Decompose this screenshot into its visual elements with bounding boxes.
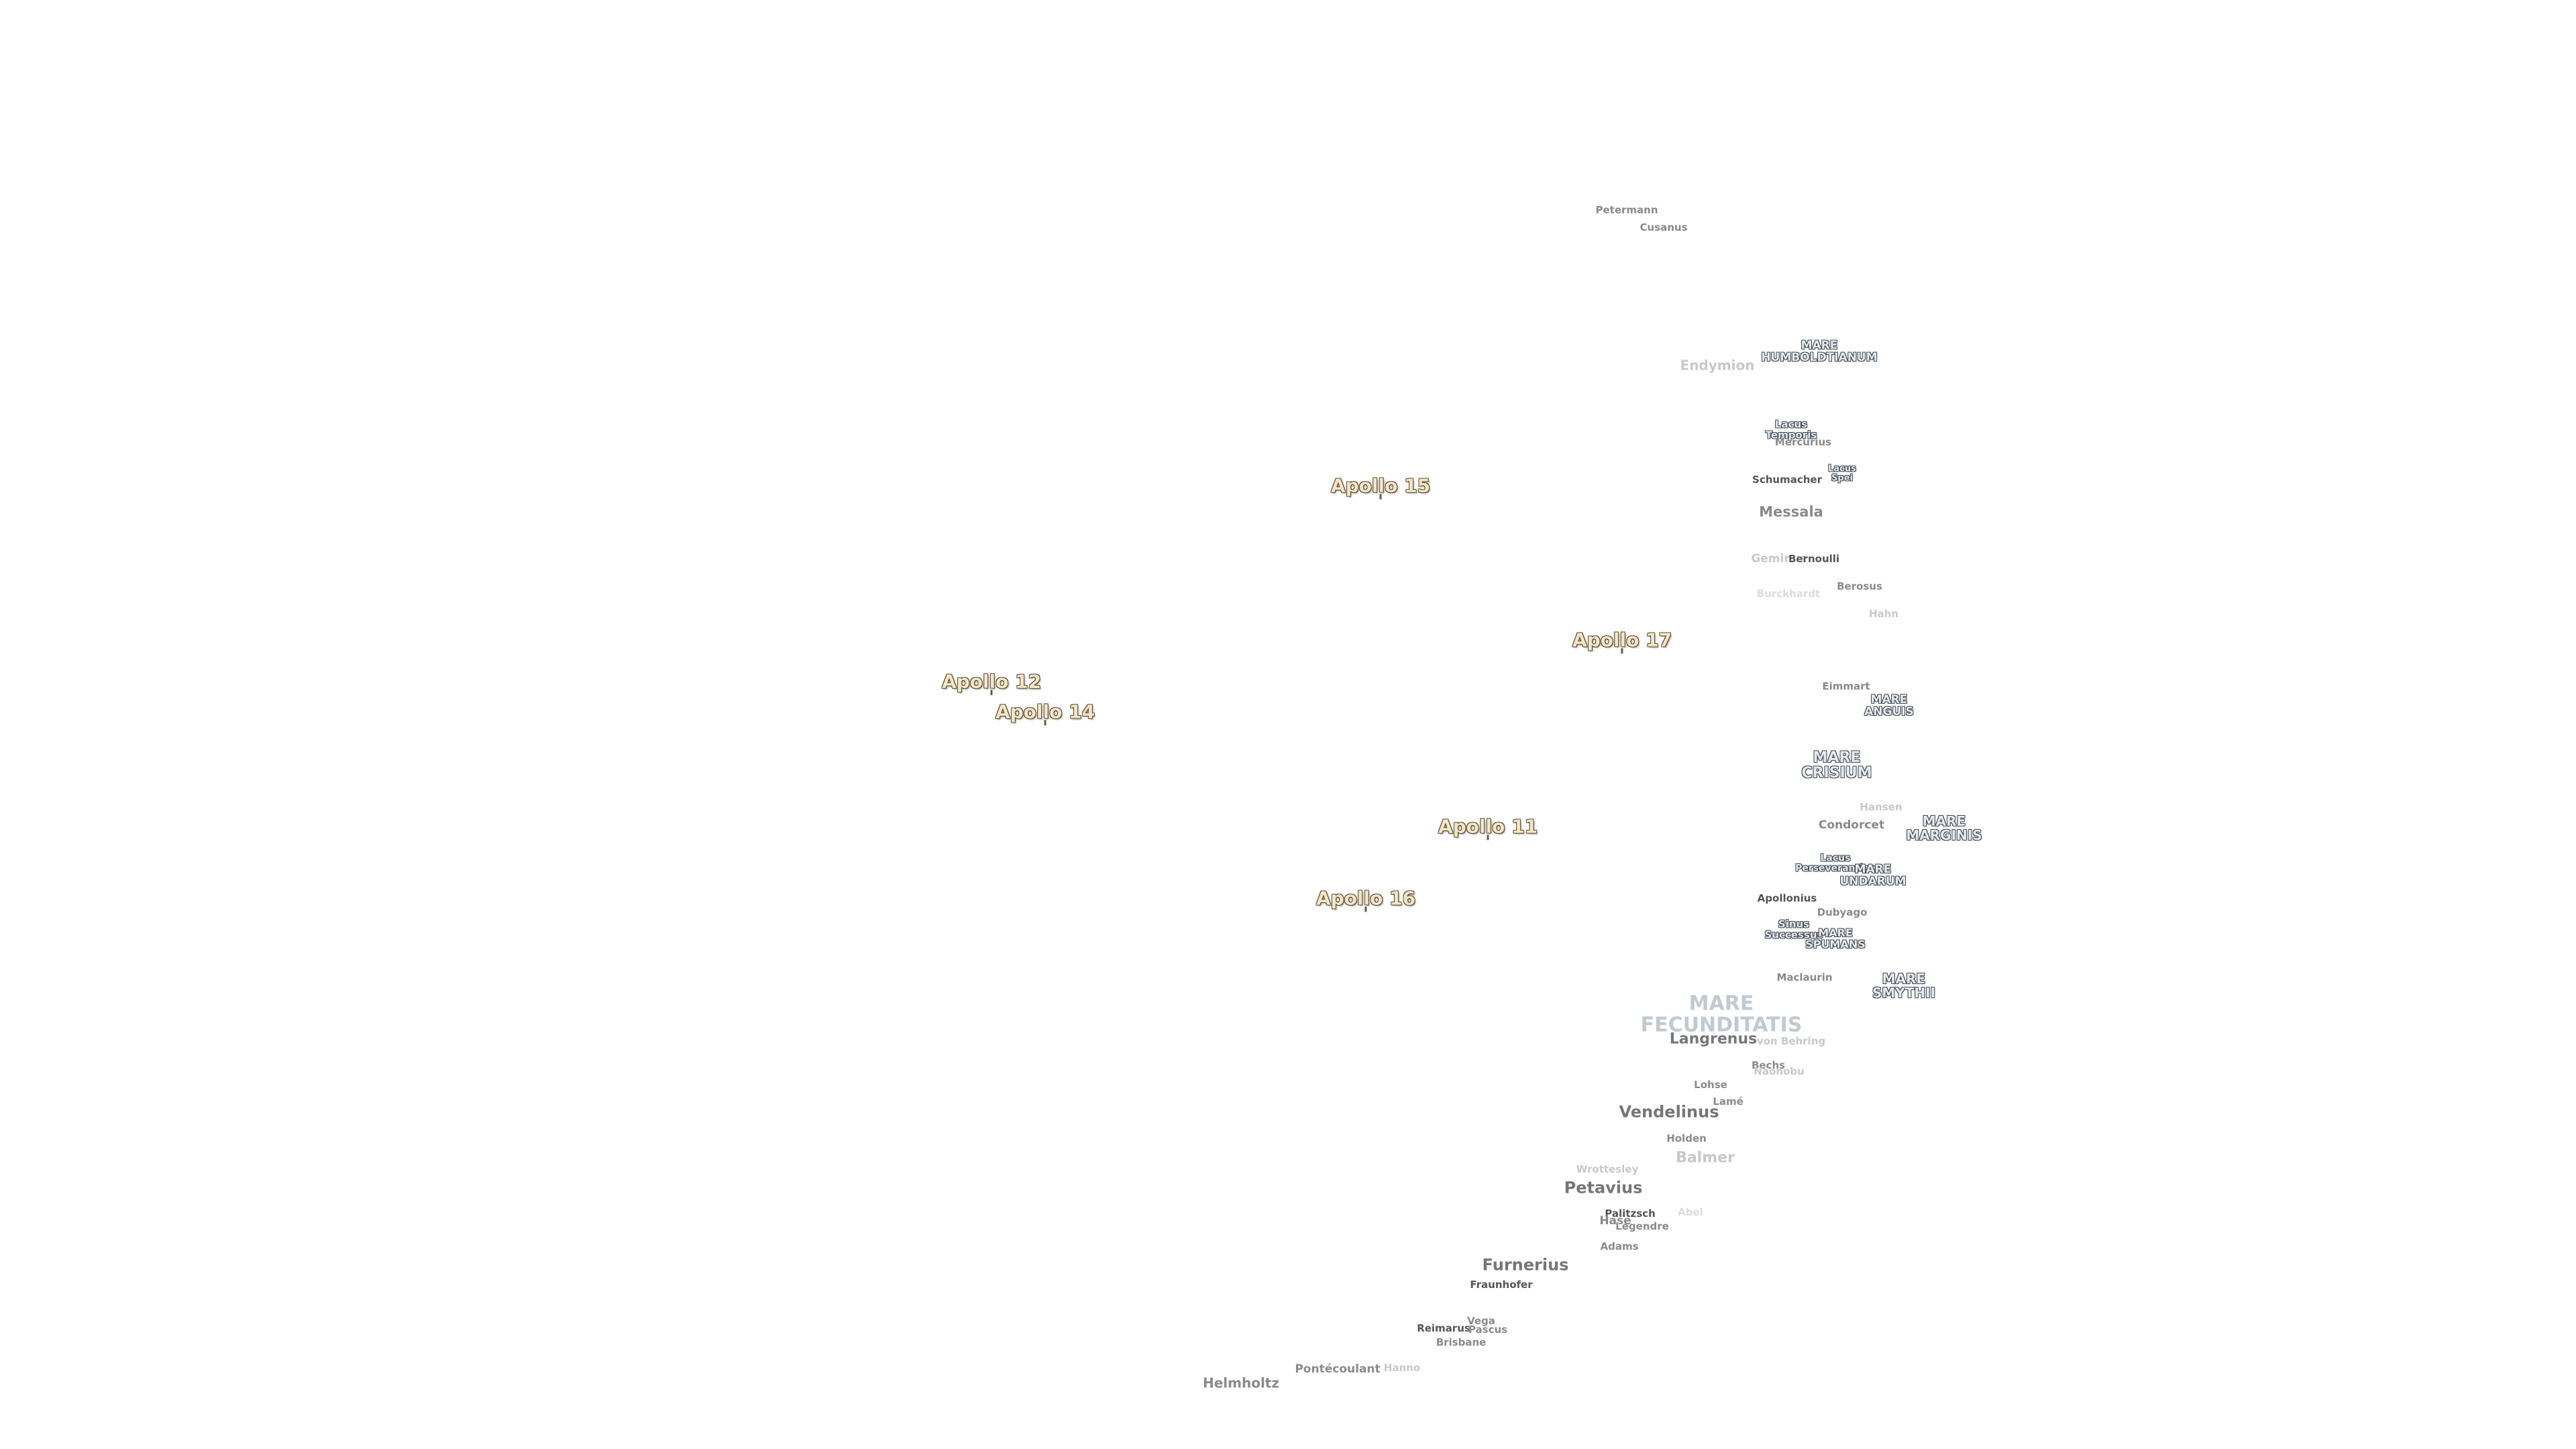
crater-label-palitzsch: Palitzsch	[1605, 1208, 1656, 1220]
mare-label-line: MARE	[1854, 863, 1892, 877]
mare-label-anguis: MARE ANGUIS	[1864, 694, 1914, 718]
crater-label-bernoulli: Bernoulli	[1788, 553, 1840, 566]
crater-label-von-behring: von Behring	[1756, 1035, 1826, 1048]
landing-pin-icon	[1621, 648, 1623, 654]
landing-pin-icon	[990, 690, 993, 696]
apollo-11-site[interactable]: Apollo 11	[1438, 815, 1538, 841]
sinus-label-line: Successus	[1764, 928, 1823, 941]
sinus-label-successus: Sinus Successus	[1764, 918, 1823, 941]
crater-label-furnerius: Furnerius	[1482, 1255, 1569, 1275]
mare-label-line: CRISIUM	[1801, 765, 1872, 782]
mare-label-undarum: MARE UNDARUM	[1839, 863, 1907, 888]
apollo-14-label: Apollo 14	[995, 700, 1095, 723]
lacus-label-temporis: Lacus Temporis	[1766, 419, 1817, 441]
crater-label-dubyago: Dubyago	[1817, 906, 1868, 919]
lacus-label-line: Lacus	[1828, 464, 1856, 474]
crater-label-legendre: Legendre	[1615, 1220, 1669, 1233]
crater-label-abel: Abel	[1678, 1206, 1703, 1219]
mare-label-crisium: MARE CRISIUM	[1801, 750, 1872, 781]
apollo-15-site[interactable]: Apollo 15	[1330, 474, 1431, 500]
landing-pin-icon	[1044, 720, 1046, 726]
mare-label-line: MARE	[1870, 693, 1908, 707]
apollo-15-label: Apollo 15	[1330, 474, 1431, 497]
crater-label-pascus: Pascus	[1468, 1324, 1508, 1336]
crater-label-bechs: Bechs	[1751, 1059, 1786, 1072]
crater-label-eimmart: Eimmart	[1822, 680, 1870, 693]
crater-label-berosus: Berosus	[1837, 580, 1882, 593]
apollo-12-site[interactable]: Apollo 12	[941, 670, 1042, 696]
crater-label-langrenus: Langrenus	[1669, 1030, 1758, 1048]
crater-label-hanno: Hanno	[1383, 1362, 1421, 1375]
mare-label-spumans: MARE SPUMANS	[1805, 926, 1866, 951]
mare-label-marginis: MARE MARGINIS	[1906, 814, 1982, 843]
lacus-label-line: Lacus	[1774, 418, 1808, 431]
crater-label-vendelinus: Vendelinus	[1619, 1102, 1719, 1122]
crater-label-maclaurin: Maclaurin	[1776, 971, 1833, 984]
crater-label-petermann: Petermann	[1595, 204, 1658, 217]
lacus-label-spei: Lacus Spei	[1828, 464, 1856, 482]
mare-label-smythii: MARE SMYTHII	[1872, 972, 1935, 1000]
crater-label-hase: Hase	[1599, 1214, 1631, 1228]
landing-pin-icon	[1364, 906, 1367, 912]
mare-label-line: MARE	[1688, 991, 1754, 1016]
mare-label-humboldtianum: MARE HUMBOLDTIANUM	[1761, 339, 1878, 364]
mare-label-line: UNDARUM	[1839, 875, 1907, 888]
mare-label-line: SMYTHII	[1872, 985, 1936, 1001]
lacus-label-perseverantiae: Lacus Perseverantiae	[1795, 853, 1876, 873]
crater-label-wrottesley: Wrottesley	[1576, 1163, 1639, 1176]
crater-label-lame: Lamé	[1713, 1095, 1743, 1108]
crater-label-hansen: Hansen	[1860, 801, 1902, 814]
mare-label-line: MARE	[1818, 926, 1853, 940]
crater-label-holden: Holden	[1666, 1132, 1707, 1145]
crater-label-lohse: Lohse	[1694, 1079, 1727, 1091]
apollo-14-site[interactable]: Apollo 14	[995, 700, 1095, 726]
crater-label-petavius: Petavius	[1564, 1178, 1643, 1197]
lacus-label-line: Perseverantiae	[1795, 863, 1876, 873]
crater-label-burckhardt: Burckhardt	[1756, 588, 1821, 600]
crater-label-mercurius: Mercurius	[1774, 436, 1832, 449]
mare-label-line: FECUNDITATIS	[1640, 1013, 1803, 1036]
landing-pin-icon	[1487, 835, 1489, 841]
mare-label-line: MARE	[1801, 339, 1838, 353]
crater-label-fraunhofer: Fraunhofer	[1470, 1279, 1533, 1291]
apollo-17-site[interactable]: Apollo 17	[1572, 629, 1672, 654]
lacus-label-line: Lacus	[1820, 853, 1851, 864]
crater-label-hahn: Hahn	[1868, 608, 1899, 621]
sinus-label-line: Sinus	[1778, 918, 1810, 930]
mare-label-line: MARE	[1882, 971, 1926, 987]
crater-label-adams: Adams	[1600, 1240, 1639, 1253]
crater-label-messala: Messala	[1759, 503, 1823, 520]
crater-label-endymion: Endymion	[1680, 357, 1755, 374]
mare-label-line: HUMBOLDTIANUM	[1761, 351, 1878, 364]
crater-label-apollonius: Apollonius	[1757, 892, 1817, 905]
mare-label-line: ANGUIS	[1864, 705, 1914, 718]
mare-label-line: MARE	[1922, 813, 1966, 829]
lacus-label-line: Spei	[1831, 473, 1853, 483]
mare-label-fecunditatis: MARE FECUNDITATIS	[1640, 991, 1803, 1036]
crater-label-vega: Vega	[1467, 1315, 1495, 1328]
crater-label-pontecoulant: Pontécoulant	[1295, 1362, 1381, 1377]
crater-label-cusanus: Cusanus	[1640, 221, 1688, 234]
apollo-17-label: Apollo 17	[1572, 629, 1672, 651]
apollo-16-site[interactable]: Apollo 16	[1316, 887, 1416, 912]
lacus-label-line: Temporis	[1765, 429, 1817, 441]
apollo-16-label: Apollo 16	[1316, 887, 1416, 910]
mare-label-line: SPUMANS	[1805, 938, 1866, 951]
crater-label-condorcet: Condorcet	[1818, 818, 1885, 833]
crater-label-naonobu: Naonobu	[1754, 1065, 1805, 1078]
crater-label-brisbane: Brisbane	[1436, 1336, 1487, 1349]
crater-label-balmer: Balmer	[1676, 1149, 1735, 1167]
mare-label-line: MARGINIS	[1906, 827, 1982, 843]
crater-label-reimarus: Reimarus	[1417, 1322, 1470, 1335]
landing-pin-icon	[1379, 494, 1382, 500]
crater-label-geminus: Geminus	[1751, 552, 1807, 566]
apollo-11-label: Apollo 11	[1438, 815, 1538, 838]
mare-label-line: MARE	[1813, 749, 1861, 766]
crater-label-schumacher: Schumacher	[1752, 474, 1822, 486]
apollo-12-label: Apollo 12	[941, 670, 1042, 693]
crater-label-helmholtz: Helmholtz	[1202, 1375, 1280, 1391]
